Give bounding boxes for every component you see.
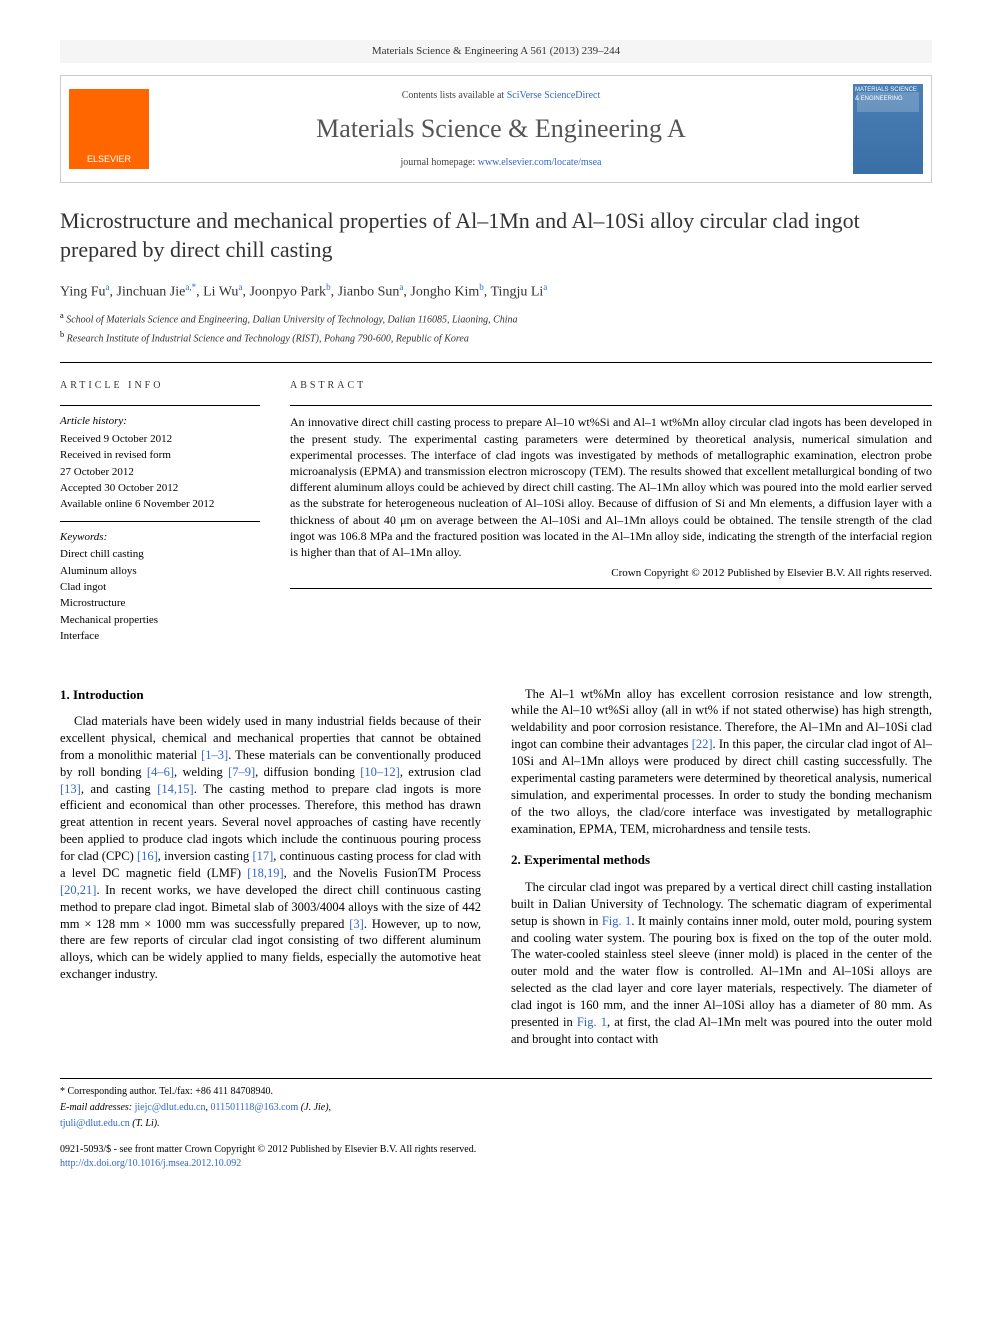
email-label: E-mail addresses:: [60, 1102, 135, 1113]
issn-copyright: 0921-5093/$ - see front matter Crown Cop…: [60, 1143, 932, 1157]
history-item: Received 9 October 2012: [60, 432, 260, 447]
affiliation: b Research Institute of Industrial Scien…: [60, 329, 932, 346]
masthead: ELSEVIER Contents lists available at Sci…: [60, 75, 932, 183]
email-3-suffix: (T. Li).: [130, 1118, 160, 1129]
contents-line: Contents lists available at SciVerse Sci…: [165, 89, 837, 103]
history-item: Available online 6 November 2012: [60, 497, 260, 512]
article-info-label: ARTICLE INFO: [60, 379, 260, 393]
history-label: Article history:: [60, 414, 260, 429]
section-1-heading: 1. Introduction: [60, 686, 481, 704]
author-list: Ying Fua, Jinchuan Jiea,*, Li Wua, Joonp…: [60, 281, 932, 302]
info-separator: [60, 405, 260, 406]
abstract-text: An innovative direct chill casting proce…: [290, 414, 932, 560]
body-columns: 1. Introduction Clad materials have been…: [60, 686, 932, 1048]
keyword: Microstructure: [60, 596, 260, 611]
homepage-link[interactable]: www.elsevier.com/locate/msea: [478, 157, 602, 168]
contents-link[interactable]: SciVerse ScienceDirect: [507, 90, 601, 101]
email-line: E-mail addresses: jiejc@dlut.edu.cn, 011…: [60, 1101, 932, 1115]
section-1-paragraph-1: Clad materials have been widely used in …: [60, 713, 481, 983]
abstract-label: ABSTRACT: [290, 379, 932, 393]
corresponding-author: * Corresponding author. Tel./fax: +86 41…: [60, 1085, 932, 1099]
journal-cover-thumbnail: MATERIALS SCIENCE & ENGINEERING: [853, 84, 923, 174]
history-item: Accepted 30 October 2012: [60, 481, 260, 496]
footer: * Corresponding author. Tel./fax: +86 41…: [60, 1078, 932, 1171]
homepage-prefix: journal homepage:: [401, 157, 478, 168]
email-2-suffix: (J. Jie),: [298, 1102, 331, 1113]
abstract-copyright: Crown Copyright © 2012 Published by Else…: [290, 566, 932, 581]
citation-text: Materials Science & Engineering A 561 (2…: [372, 45, 620, 57]
homepage-line: journal homepage: www.elsevier.com/locat…: [165, 156, 837, 170]
history-item: Received in revised form: [60, 448, 260, 463]
info-separator-2: [60, 521, 260, 522]
keyword: Aluminum alloys: [60, 564, 260, 579]
abstract-separator: [290, 405, 932, 406]
publisher-logo-text: ELSEVIER: [87, 153, 131, 166]
abstract-block: ABSTRACT An innovative direct chill cast…: [290, 379, 932, 645]
email-3[interactable]: tjuli@dlut.edu.cn: [60, 1118, 130, 1129]
body-col-left: 1. Introduction Clad materials have been…: [60, 686, 481, 1048]
info-abstract-row: ARTICLE INFO Article history: Received 9…: [60, 379, 932, 645]
email-2[interactable]: 011501118@163.com: [210, 1102, 298, 1113]
keyword: Clad ingot: [60, 580, 260, 595]
keyword: Interface: [60, 629, 260, 644]
email-1[interactable]: jiejc@dlut.edu.cn: [135, 1102, 206, 1113]
journal-name: Materials Science & Engineering A: [165, 111, 837, 147]
body-col-right: The Al–1 wt%Mn alloy has excellent corro…: [511, 686, 932, 1048]
running-header: Materials Science & Engineering A 561 (2…: [60, 40, 932, 63]
section-1-paragraph-2: The Al–1 wt%Mn alloy has excellent corro…: [511, 686, 932, 838]
article-info: ARTICLE INFO Article history: Received 9…: [60, 379, 260, 645]
affiliation: a School of Materials Science and Engine…: [60, 310, 932, 327]
email-line-2: tjuli@dlut.edu.cn (T. Li).: [60, 1117, 932, 1131]
contents-prefix: Contents lists available at: [402, 90, 507, 101]
section-2-paragraph-1: The circular clad ingot was prepared by …: [511, 879, 932, 1048]
history-item: 27 October 2012: [60, 465, 260, 480]
cover-label: MATERIALS SCIENCE & ENGINEERING: [853, 84, 923, 105]
publisher-logo: ELSEVIER: [69, 89, 149, 169]
keyword: Direct chill casting: [60, 547, 260, 562]
keyword: Mechanical properties: [60, 613, 260, 628]
section-2-heading: 2. Experimental methods: [511, 851, 932, 869]
keywords-label: Keywords:: [60, 530, 260, 545]
article-title: Microstructure and mechanical properties…: [60, 207, 932, 264]
separator: [60, 362, 932, 363]
doi-link[interactable]: http://dx.doi.org/10.1016/j.msea.2012.10…: [60, 1157, 932, 1171]
masthead-center: Contents lists available at SciVerse Sci…: [165, 89, 837, 169]
abstract-bottom-separator: [290, 588, 932, 589]
